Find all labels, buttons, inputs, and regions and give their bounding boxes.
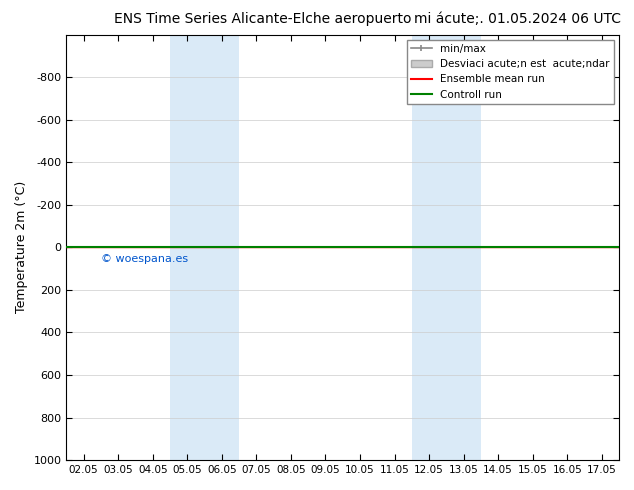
- Bar: [170, 35, 239, 460]
- Text: © woespana.es: © woespana.es: [101, 254, 188, 264]
- Y-axis label: Temperature 2m (°C): Temperature 2m (°C): [15, 181, 28, 314]
- Legend: min/max, Desviaci acute;n est  acute;ndar, Ensemble mean run, Controll run: min/max, Desviaci acute;n est acute;ndar…: [407, 40, 614, 104]
- Text: ENS Time Series Alicante-Elche aeropuerto: ENS Time Series Alicante-Elche aeropuert…: [114, 12, 411, 26]
- Text: mi ácute;. 01.05.2024 06 UTC: mi ácute;. 01.05.2024 06 UTC: [415, 12, 621, 26]
- Bar: [411, 35, 481, 460]
